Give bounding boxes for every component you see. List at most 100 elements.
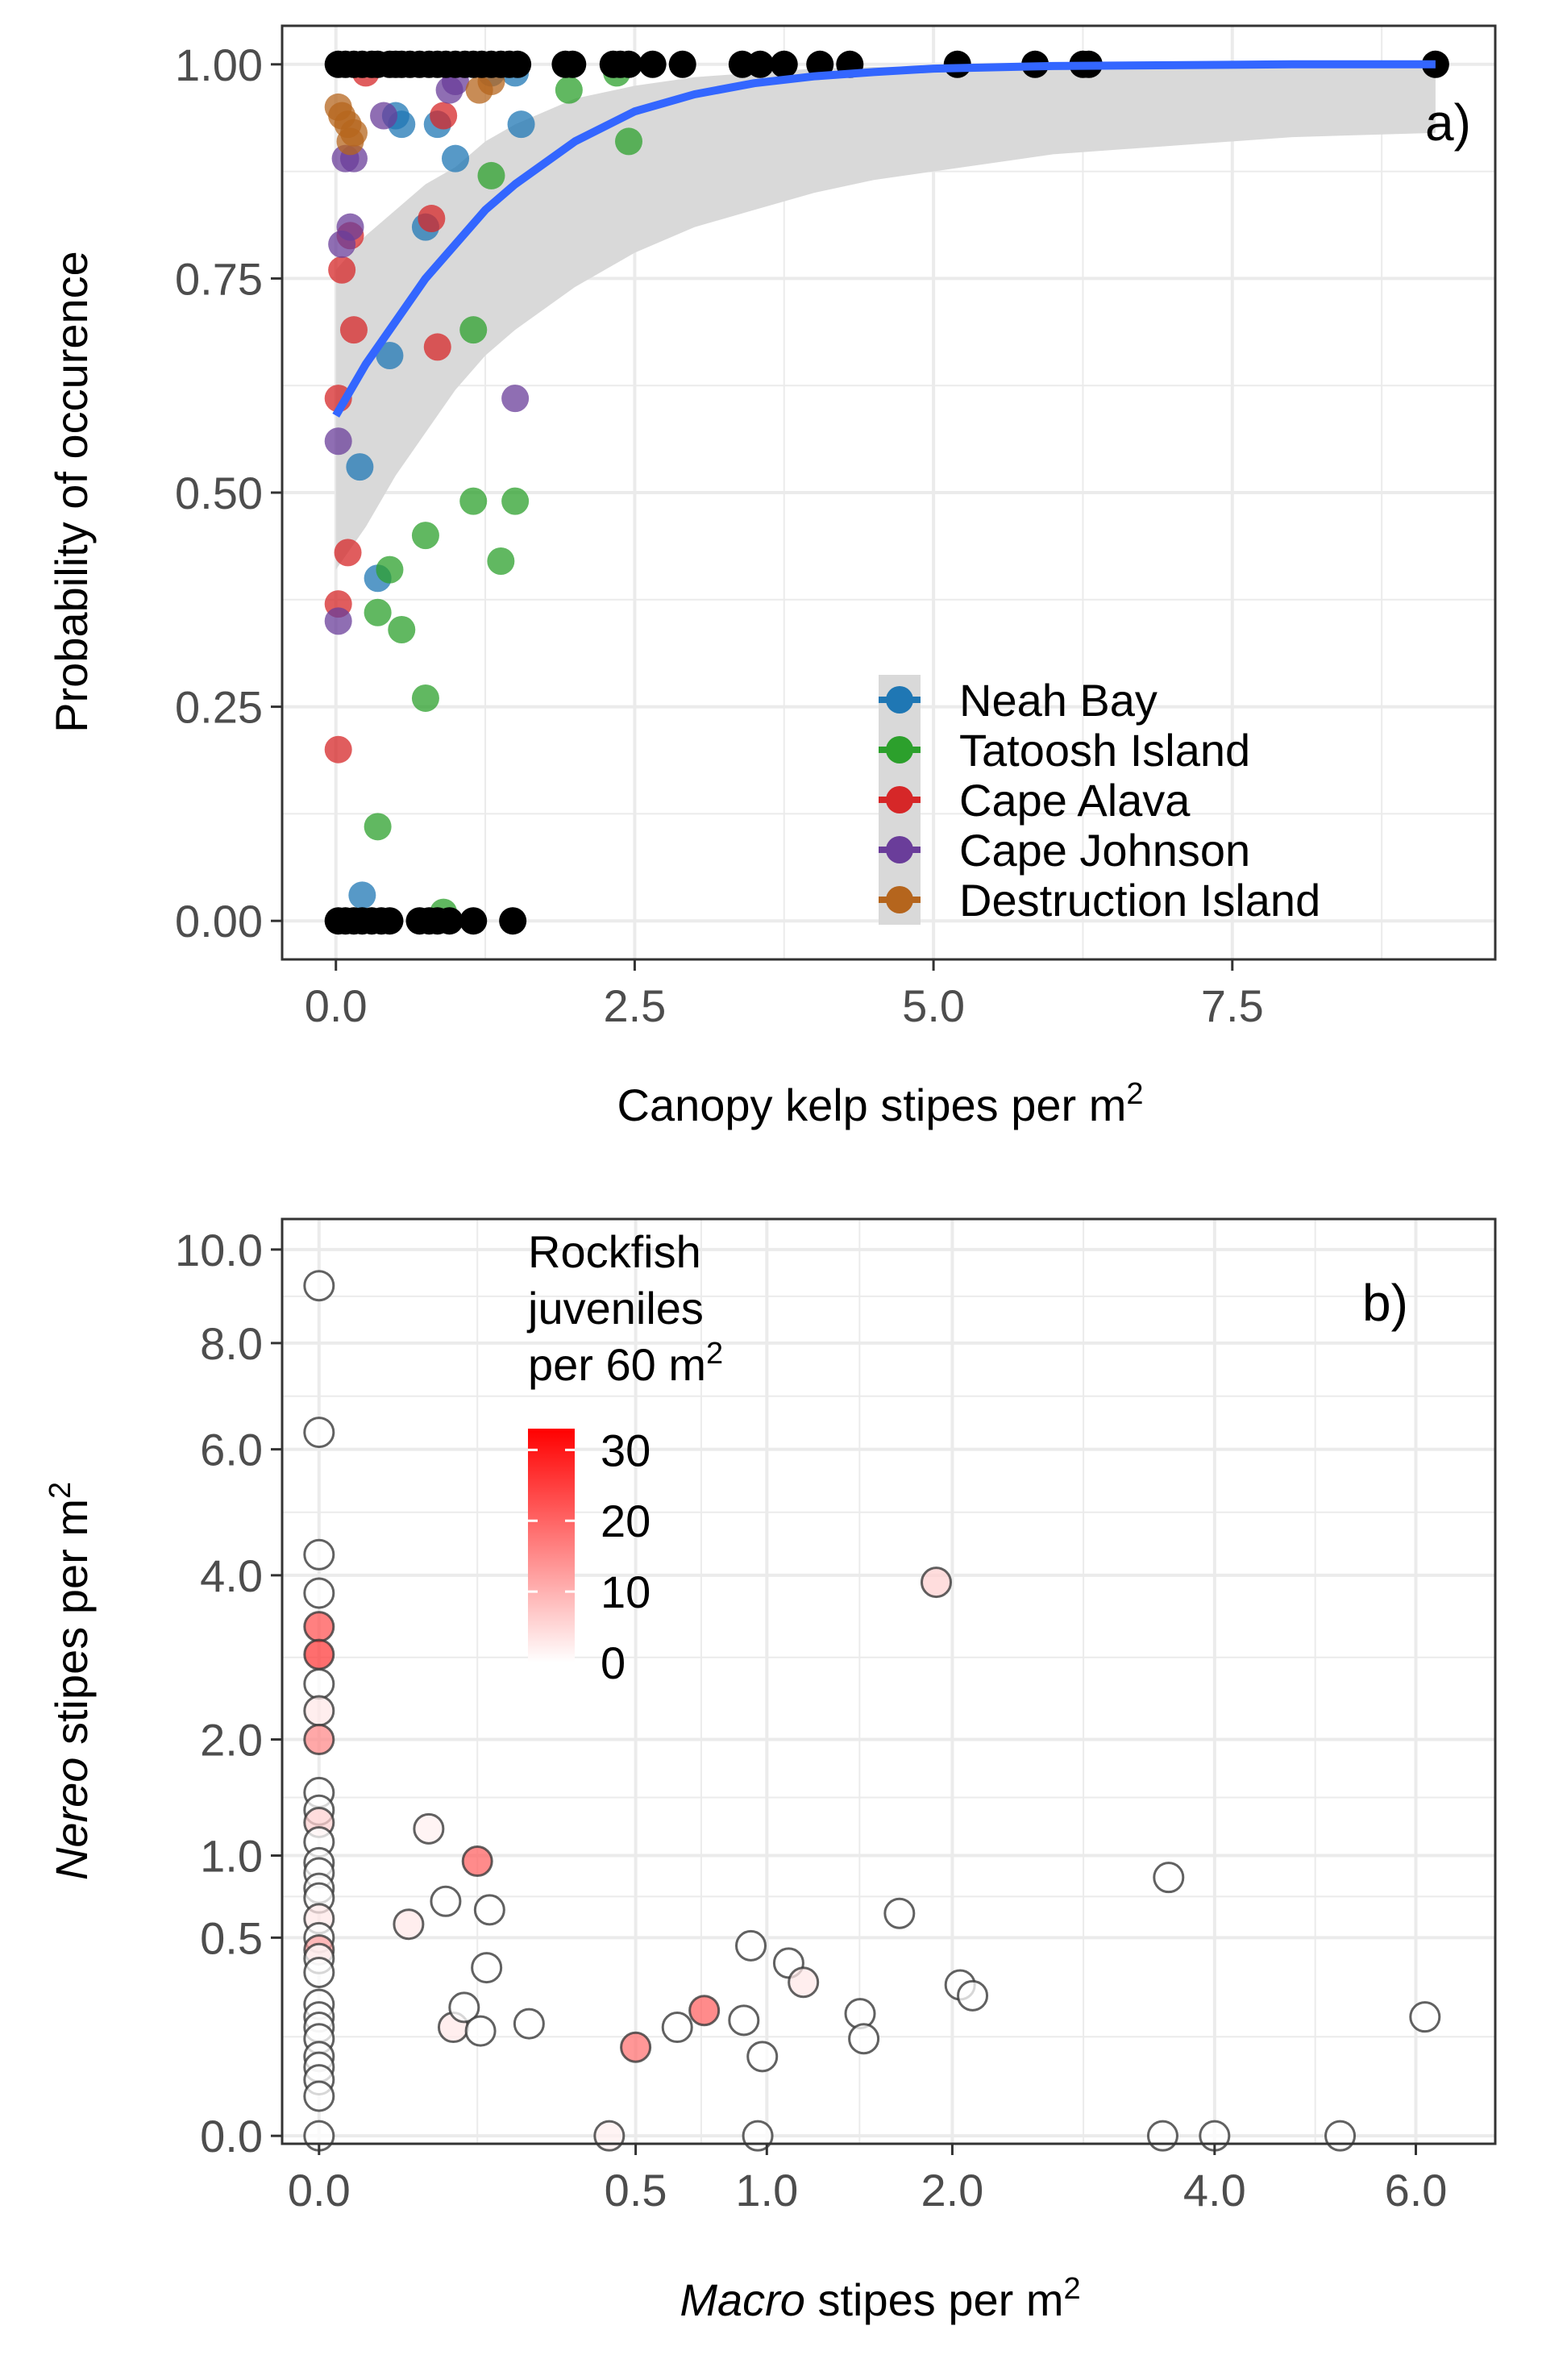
- point-rockfish-density: [303, 1538, 335, 1571]
- point-rockfish-density: [513, 2008, 545, 2040]
- x-tick-label: 4.0: [1183, 2165, 1246, 2216]
- point-cape-alava: [423, 333, 451, 361]
- point-tatoosh-island: [459, 316, 488, 344]
- observed-point-1: [746, 50, 775, 78]
- x-tick-label: 5.0: [902, 980, 965, 1031]
- y-tick-label: 10.0: [175, 1225, 263, 1275]
- y-tick-label: 0.00: [175, 896, 263, 947]
- panel-b-x-axis: 0.0 0.5 1.0 2.0 4.0 6.0: [288, 2144, 1448, 2216]
- observed-point-0: [376, 907, 404, 935]
- x-tick-label: 1.0: [735, 2165, 798, 2216]
- x-tick-label: 0.0: [305, 980, 368, 1031]
- point-rockfish-density: [471, 1952, 503, 1984]
- point-destruction-island: [339, 119, 368, 147]
- point-rockfish-density: [661, 2012, 693, 2044]
- point-rockfish-density: [848, 2023, 880, 2055]
- point-rockfish-density: [303, 1417, 335, 1449]
- point-rockfish-density: [1324, 2120, 1357, 2152]
- point-cape-johnson: [324, 607, 352, 635]
- legend-title-line-3: per 60 m2: [528, 1337, 723, 1390]
- y-tick-label: 0.0: [200, 2111, 263, 2162]
- colorbar-tick-label: 30: [601, 1425, 650, 1475]
- point-tatoosh-island: [411, 684, 439, 712]
- legend-key-point: [886, 836, 913, 863]
- legend-title-line-2: juveniles: [526, 1283, 704, 1334]
- point-cape-johnson: [324, 427, 352, 456]
- point-tatoosh-island: [459, 487, 488, 515]
- x-tick-label: 6.0: [1385, 2165, 1448, 2216]
- panel-b-legend: Rockfish juveniles per 60 m2 0 10 20 30: [526, 1226, 723, 1688]
- panel-b-y-axis: 0.0 0.5 1.0 2.0 4.0 6.0 8.0 10.0: [175, 1225, 282, 2162]
- point-rockfish-density: [303, 1577, 335, 1609]
- legend-key-point: [886, 786, 913, 813]
- point-neah-bay: [442, 144, 469, 173]
- point-rockfish-density: [413, 1812, 445, 1845]
- legend-label: Cape Johnson: [959, 825, 1250, 876]
- legend-label: Tatoosh Island: [959, 725, 1250, 776]
- point-rockfish-density: [788, 1966, 820, 1999]
- point-cape-alava: [418, 205, 446, 233]
- panel-b-border: [281, 1217, 1497, 2145]
- point-neah-bay: [376, 342, 404, 370]
- observed-point-1: [504, 50, 532, 78]
- point-cape-johnson: [370, 102, 398, 130]
- legend-label: Destruction Island: [959, 875, 1320, 926]
- point-rockfish-density: [1153, 1862, 1185, 1894]
- point-rockfish-density: [430, 1885, 462, 1917]
- point-cape-alava: [339, 316, 368, 344]
- point-tatoosh-island: [487, 547, 515, 575]
- point-tatoosh-island: [501, 487, 530, 515]
- observed-point-1: [559, 50, 587, 78]
- legend-key-point: [886, 736, 913, 764]
- x-tick-label: 0.0: [288, 2165, 351, 2216]
- point-tatoosh-island: [364, 598, 392, 626]
- point-rockfish-density: [728, 2004, 760, 2037]
- panel-a-x-axis: 0.0 2.5 5.0 7.5: [305, 959, 1264, 1031]
- panel-a-label: a): [1425, 94, 1471, 152]
- point-rockfish-density: [303, 2080, 335, 2112]
- panel-a-y-axis-title: Probability of occurence: [46, 251, 97, 733]
- point-cape-johnson: [501, 385, 530, 413]
- point-rockfish-density: [1146, 2120, 1178, 2152]
- point-tatoosh-island: [376, 555, 404, 584]
- point-rockfish-density: [303, 1270, 335, 1302]
- point-rockfish-density: [303, 1956, 335, 1988]
- colorbar-tick-label: 0: [601, 1637, 626, 1688]
- y-tick-label: 0.50: [175, 468, 263, 518]
- point-rockfish-density: [921, 1567, 953, 1599]
- point-tatoosh-island: [555, 76, 583, 104]
- point-cape-alava: [430, 102, 458, 130]
- point-rockfish-density: [461, 1845, 493, 1878]
- point-rockfish-density: [688, 1995, 721, 2027]
- point-rockfish-density: [303, 1611, 335, 1643]
- point-rockfish-density: [473, 1894, 505, 1926]
- panel-a-fit-line: [332, 60, 1436, 418]
- observed-point-1: [806, 50, 834, 78]
- observed-point-1: [770, 50, 798, 78]
- point-tatoosh-island: [615, 127, 642, 156]
- point-rockfish-density: [957, 1979, 989, 2012]
- observed-point-1: [638, 50, 667, 78]
- legend-label: Neah Bay: [959, 675, 1158, 726]
- panel-b-x-axis-title: Macro stipes per m2: [680, 2272, 1080, 2325]
- colorbar-ticks: 0 10 20 30: [528, 1425, 650, 1688]
- observed-point-1: [615, 50, 642, 78]
- x-tick-label: 0.5: [605, 2165, 667, 2216]
- panel-b-points: [303, 1270, 1441, 2152]
- y-tick-label: 0.25: [175, 682, 263, 733]
- colorbar: [528, 1429, 575, 1662]
- observed-point-0: [499, 907, 527, 935]
- point-rockfish-density: [464, 2015, 497, 2047]
- point-tatoosh-island: [364, 813, 392, 841]
- y-tick-label: 0.75: [175, 253, 263, 304]
- legend-title-line-1: Rockfish: [528, 1226, 701, 1277]
- point-cape-alava: [334, 539, 362, 567]
- point-rockfish-density: [620, 2031, 652, 2063]
- point-rockfish-density: [393, 1908, 425, 1941]
- panel-a-y-axis: 0.00 0.25 0.50 0.75 1.00: [175, 40, 282, 947]
- point-neah-bay: [507, 110, 535, 139]
- y-tick-label: 6.0: [200, 1425, 263, 1475]
- legend-key-point: [886, 686, 913, 714]
